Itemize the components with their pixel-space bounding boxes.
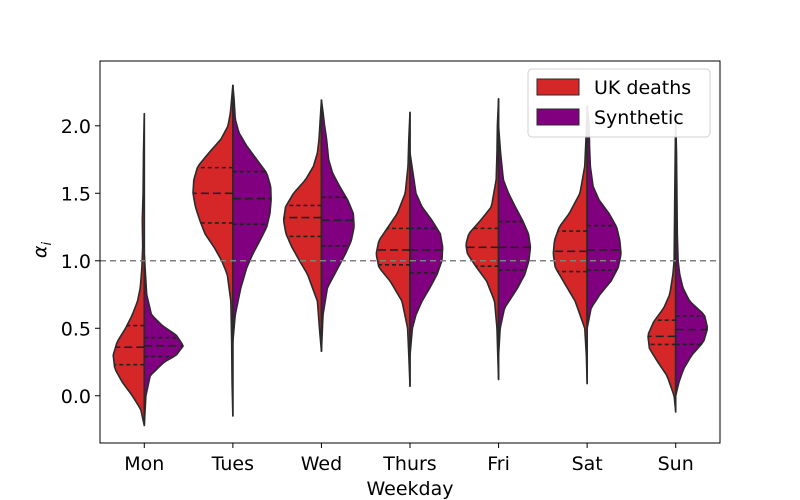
violin-synthetic-sat <box>586 104 622 330</box>
y-axis-label: αi <box>29 242 55 259</box>
x-tick-label-thurs: Thurs <box>382 453 436 475</box>
violin-synthetic-thurs <box>409 151 444 357</box>
x-tick-label-fri: Fri <box>487 453 510 475</box>
y-tick-label-2.0: 2.0 <box>61 116 91 138</box>
legend: UK deaths Synthetic <box>527 68 711 138</box>
y-tick-label-1.5: 1.5 <box>61 183 91 205</box>
violin-synthetic-mon <box>143 253 184 427</box>
axes-layer: 0.0 0.5 1.0 1.5 2.0 Mon Tues Wed Thurs Fri Sat Sun <box>61 60 721 475</box>
legend-label-uk-deaths: UK deaths <box>594 77 691 99</box>
violin-synthetic-tues <box>232 84 272 343</box>
violin-uk-deaths-sat <box>552 107 588 385</box>
violin-synthetic-fri <box>497 124 532 357</box>
x-tick-label-tues: Tues <box>211 453 254 475</box>
y-tick-label-0.5: 0.5 <box>61 318 91 340</box>
violin-synthetic-sun <box>674 118 708 397</box>
y-tick-label-0.0: 0.0 <box>61 386 91 408</box>
x-tick-label-sun: Sun <box>658 453 694 475</box>
x-tick-label-mon: Mon <box>124 453 164 475</box>
y-axis-label-subscript: i <box>40 242 55 246</box>
violin-uk-deaths-fri <box>465 97 500 381</box>
x-tick-label-wed: Wed <box>301 453 342 475</box>
y-axis-label-base: α <box>29 245 51 258</box>
violin-uk-deaths-wed <box>282 99 323 353</box>
x-axis-label: Weekday <box>366 478 453 500</box>
y-tick-label-1.0: 1.0 <box>61 251 91 273</box>
legend-label-synthetic: Synthetic <box>594 107 684 129</box>
legend-swatch-synthetic <box>536 108 580 126</box>
legend-swatch-uk-deaths <box>536 78 580 96</box>
quartile-lines-layer <box>114 166 708 366</box>
x-tick-label-sat: Sat <box>572 453 603 475</box>
violin-synthetic-wed <box>320 99 355 353</box>
